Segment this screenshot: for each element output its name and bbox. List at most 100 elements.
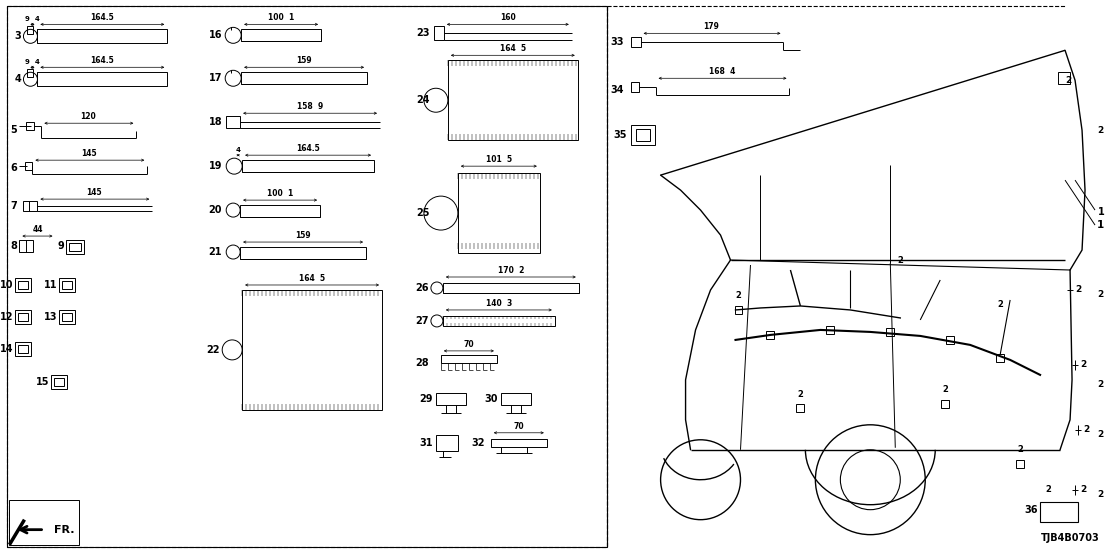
Text: 34: 34	[611, 85, 624, 95]
Text: 6: 6	[11, 163, 18, 173]
Text: 13: 13	[44, 312, 58, 322]
Text: 179: 179	[704, 22, 719, 32]
Bar	[16, 342, 31, 356]
Bar	[60, 278, 75, 292]
Text: 2: 2	[1080, 485, 1086, 494]
Bar	[10, 500, 80, 545]
Bar	[51, 375, 68, 389]
Bar	[491, 439, 546, 447]
Text: 19: 19	[208, 161, 223, 171]
Text: 35: 35	[613, 130, 627, 140]
Bar	[1058, 72, 1070, 84]
Bar	[1016, 460, 1024, 468]
Text: 12: 12	[0, 312, 13, 322]
Text: 36: 36	[1025, 505, 1038, 515]
Text: 2: 2	[1065, 76, 1071, 85]
Bar	[20, 240, 33, 252]
Text: 2: 2	[1097, 290, 1104, 300]
Text: 170  2: 170 2	[497, 266, 524, 275]
Text: 159: 159	[296, 57, 311, 65]
Bar	[630, 125, 655, 145]
Text: 28: 28	[416, 358, 429, 368]
Text: 2: 2	[1045, 485, 1051, 494]
Text: 1: 1	[1098, 207, 1105, 217]
Bar	[19, 281, 29, 289]
Text: 4: 4	[236, 147, 240, 153]
Bar	[27, 122, 34, 130]
Text: 29: 29	[420, 394, 433, 404]
Bar	[443, 283, 578, 293]
Bar	[636, 129, 649, 141]
Text: 14: 14	[0, 344, 13, 354]
Text: 17: 17	[208, 73, 223, 83]
Text: 7: 7	[11, 201, 18, 211]
Text: 2: 2	[1080, 361, 1086, 370]
Text: 1: 1	[1097, 220, 1104, 230]
Text: 44: 44	[32, 225, 43, 234]
Bar	[441, 355, 496, 363]
Text: 145: 145	[82, 149, 98, 158]
Text: 32: 32	[471, 438, 485, 448]
Text: FR.: FR.	[54, 525, 75, 535]
Bar	[941, 400, 950, 408]
Text: 5: 5	[11, 125, 18, 135]
Text: 30: 30	[484, 394, 497, 404]
Bar	[16, 278, 31, 292]
Bar	[435, 435, 458, 451]
Text: 33: 33	[611, 37, 624, 47]
Polygon shape	[660, 50, 1060, 185]
Text: 9  4: 9 4	[25, 59, 40, 65]
Bar	[886, 328, 894, 336]
Bar	[434, 27, 444, 40]
Text: 24: 24	[417, 95, 430, 105]
Text: 164.5: 164.5	[91, 13, 114, 22]
Text: 158  9: 158 9	[297, 102, 324, 111]
Text: 23: 23	[417, 28, 430, 38]
Bar	[435, 393, 465, 405]
Bar	[458, 173, 540, 253]
Text: 2: 2	[1097, 490, 1104, 499]
Bar	[19, 313, 29, 321]
Text: 25: 25	[417, 208, 430, 218]
Bar	[62, 281, 72, 289]
Text: 9: 9	[58, 241, 64, 251]
Text: 164.5: 164.5	[296, 144, 320, 153]
Bar	[243, 290, 382, 410]
Text: 2: 2	[1097, 430, 1104, 439]
Text: 26: 26	[416, 283, 429, 293]
Text: 15: 15	[35, 377, 50, 387]
Bar	[23, 201, 38, 211]
Text: 2: 2	[942, 386, 948, 394]
Bar	[735, 306, 742, 314]
Bar	[70, 243, 81, 251]
Bar	[630, 37, 640, 47]
Bar	[38, 72, 167, 86]
Text: 22: 22	[207, 345, 220, 355]
Bar	[797, 404, 804, 412]
Text: 120: 120	[81, 112, 96, 121]
Text: 145: 145	[86, 188, 102, 197]
Text: 160: 160	[500, 13, 515, 22]
Text: 168  4: 168 4	[709, 67, 736, 76]
Text: 11: 11	[44, 280, 58, 290]
Bar	[16, 310, 31, 324]
Bar	[54, 378, 64, 386]
Text: 159: 159	[295, 231, 311, 240]
Text: 2: 2	[1083, 425, 1089, 434]
Text: 3: 3	[14, 32, 21, 42]
Bar	[19, 345, 29, 353]
Bar	[8, 6, 607, 547]
Text: 140  3: 140 3	[485, 299, 512, 308]
Text: 21: 21	[208, 247, 223, 257]
Bar	[1040, 502, 1078, 522]
Bar	[60, 310, 75, 324]
Text: 2: 2	[897, 255, 903, 264]
Text: 70: 70	[513, 422, 524, 431]
Text: 2: 2	[1017, 445, 1023, 454]
Bar	[226, 116, 240, 128]
Bar	[443, 316, 555, 326]
Bar	[946, 336, 954, 344]
Text: 31: 31	[420, 438, 433, 448]
Text: 164  5: 164 5	[500, 44, 526, 53]
Text: 16: 16	[208, 30, 223, 40]
